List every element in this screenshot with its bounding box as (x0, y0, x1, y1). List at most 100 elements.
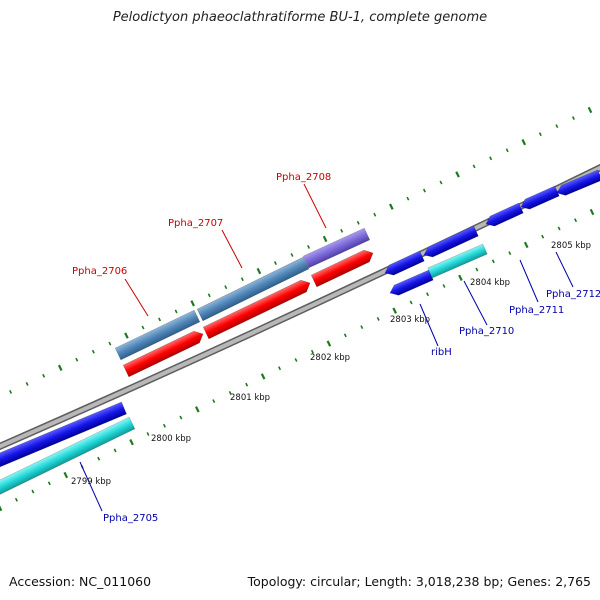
outer-tick-7 (108, 341, 112, 346)
map-title: Pelodictyon phaeoclathratiforme BU-1, co… (112, 10, 488, 25)
inner-tick-15 (245, 382, 249, 387)
gene-ppha-2707 (202, 279, 311, 340)
outer-tick-18 (290, 253, 294, 257)
gene-label-ppha-2708[interactable]: Ppha_2708 (276, 172, 331, 183)
inner-tick-33 (541, 234, 545, 239)
gene-label-ppha-2712[interactable]: Ppha_2712 (546, 289, 600, 300)
gene-label-ppha-2706[interactable]: Ppha_2706 (72, 266, 127, 277)
gene-ribh-lower-shape (389, 269, 434, 296)
gene-ribh-lower (389, 269, 434, 296)
gene-label-ppha-2710[interactable]: Ppha_2710 (459, 326, 514, 337)
gene-ppha-2708-shape (310, 249, 374, 288)
outer-tick-ring (9, 106, 593, 394)
leader-ppha-2705 (79, 461, 103, 512)
outer-tick-19 (307, 245, 311, 249)
inner-tick-20 (326, 340, 332, 347)
gene-ppha-2708 (310, 249, 374, 288)
outer-tick-16 (256, 267, 262, 275)
kbp-label-2800: 2800 kbp (151, 434, 191, 444)
outer-tick-6 (91, 349, 95, 354)
outer-tick-17 (273, 261, 277, 265)
gene-ppha-2707-cds (196, 256, 310, 322)
outer-tick-11 (174, 309, 178, 314)
inner-tick-23 (376, 316, 380, 321)
outer-tick-15 (240, 277, 244, 282)
gene-ppha-2711 (485, 202, 524, 227)
gene-ppha-2711b (520, 185, 560, 210)
kbp-label-2804: 2804 kbp (470, 278, 510, 288)
inner-tick-17 (278, 366, 282, 371)
outer-tick-27 (439, 180, 443, 185)
kbp-label-2802: 2802 kbp (310, 353, 350, 363)
gene-ppha-2707-cds-shape (196, 256, 310, 322)
inner-tick-4 (63, 471, 69, 479)
inner-tick-24 (392, 307, 397, 314)
inner-tick-0 (0, 505, 3, 512)
inner-tick-31 (508, 251, 512, 256)
outer-tick-34 (555, 124, 559, 129)
gene-ppha-2705 (0, 416, 136, 499)
inner-tick-ring (0, 208, 595, 512)
inner-tick-11 (179, 415, 183, 420)
leader-ppha-2710 (463, 280, 488, 326)
inner-tick-30 (491, 259, 495, 264)
inner-tick-6 (97, 456, 101, 461)
outer-tick-22 (356, 220, 360, 225)
outer-tick-1 (9, 390, 13, 394)
inner-tick-21 (343, 333, 347, 338)
inner-tick-29 (475, 267, 479, 272)
inner-tick-28 (458, 274, 463, 281)
inner-tick-22 (360, 325, 364, 330)
outer-tick-28 (455, 171, 460, 178)
inner-tick-25 (409, 300, 413, 305)
outer-tick-10 (158, 317, 162, 322)
outer-tick-3 (42, 373, 46, 378)
gene-ppha-2710-shape (423, 225, 479, 258)
gene-ppha-2707-shape (202, 279, 311, 340)
inner-tick-3 (47, 481, 51, 486)
leader-ribh (419, 303, 439, 347)
gene-label-ppha-2705[interactable]: Ppha_2705 (103, 513, 158, 524)
leader-ppha-2711 (519, 259, 539, 303)
kbp-label-2805: 2805 kbp (551, 241, 591, 251)
outer-tick-32 (521, 139, 527, 146)
leader-ppha-2706 (124, 278, 149, 317)
outer-tick-24 (389, 203, 394, 210)
inner-tick-12 (195, 406, 200, 413)
outer-tick-13 (207, 293, 211, 298)
inner-tick-7 (113, 448, 117, 453)
gene-ppha-2705-upper-shape (0, 401, 127, 468)
gene-label-ppha-2707[interactable]: Ppha_2707 (168, 218, 223, 229)
outer-tick-4 (57, 364, 63, 371)
outer-tick-23 (373, 212, 377, 217)
outer-tick-14 (224, 285, 228, 290)
label-leaders (79, 183, 574, 512)
inner-tick-26 (426, 292, 430, 297)
inner-tick-34 (557, 226, 561, 231)
leader-ppha-2707 (221, 229, 243, 269)
inner-tick-36 (589, 208, 595, 216)
inner-tick-10 (162, 423, 166, 428)
inner-tick-9 (146, 432, 150, 436)
outer-tick-21 (340, 228, 344, 233)
gene-ppha-2706-cds (114, 309, 201, 361)
kbp-label-2801: 2801 kbp (230, 393, 270, 403)
outer-tick-36 (587, 106, 593, 114)
outer-tick-8 (124, 332, 129, 339)
gene-ppha-2710-lower (427, 243, 488, 279)
inner-tick-13 (212, 399, 216, 404)
outer-tick-26 (422, 188, 426, 193)
gene-label-ppha-2711[interactable]: Ppha_2711 (509, 305, 564, 316)
gene-ppha-2705-upper (0, 401, 127, 468)
gene-track (0, 169, 600, 499)
gene-ppha-2712 (556, 169, 600, 196)
gene-ppha-2706-shape (122, 330, 204, 378)
gene-ribh (384, 250, 425, 276)
inner-tick-32 (523, 241, 529, 249)
gene-label-ribh[interactable]: ribH (431, 347, 452, 358)
gene-ppha-2705-shape (0, 416, 136, 499)
leader-ppha-2712 (555, 251, 574, 288)
gene-ppha-2706 (122, 330, 204, 378)
outer-tick-12 (190, 300, 195, 307)
